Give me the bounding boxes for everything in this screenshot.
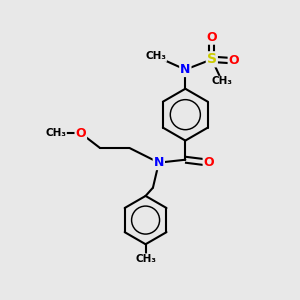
Text: O: O (204, 156, 214, 169)
Text: O: O (206, 31, 217, 44)
Text: N: N (154, 156, 164, 169)
Text: CH₃: CH₃ (135, 254, 156, 264)
Text: N: N (180, 63, 190, 76)
Text: CH₃: CH₃ (45, 128, 66, 138)
Text: O: O (229, 54, 239, 67)
Text: O: O (76, 127, 86, 140)
Text: S: S (207, 52, 217, 66)
Text: CH₃: CH₃ (212, 76, 233, 86)
Text: CH₃: CH₃ (146, 51, 167, 62)
